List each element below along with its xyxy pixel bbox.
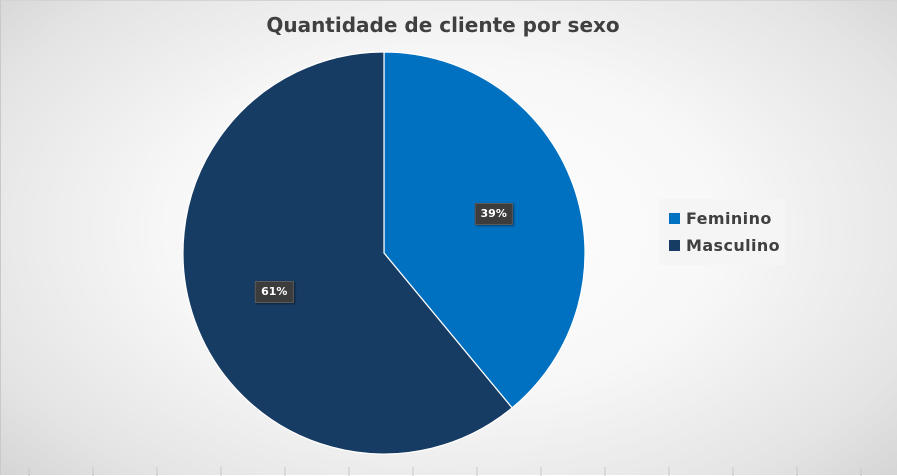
legend-label-masculino: Masculino (686, 236, 781, 255)
chart-title: Quantidade de cliente por sexo (266, 13, 620, 37)
legend-item-masculino: Masculino (669, 232, 785, 259)
legend: Feminino Masculino (659, 199, 785, 265)
pie-slice-masculino[interactable] (182, 51, 513, 455)
legend-swatch-feminino (669, 213, 680, 224)
legend-swatch-masculino (669, 240, 680, 251)
data-label-masculino: 61% (255, 281, 294, 304)
pie-slice-feminino[interactable] (383, 51, 586, 409)
data-label-feminino: 39% (474, 202, 513, 225)
legend-label-feminino: Feminino (686, 209, 772, 228)
legend-item-feminino: Feminino (669, 205, 785, 232)
